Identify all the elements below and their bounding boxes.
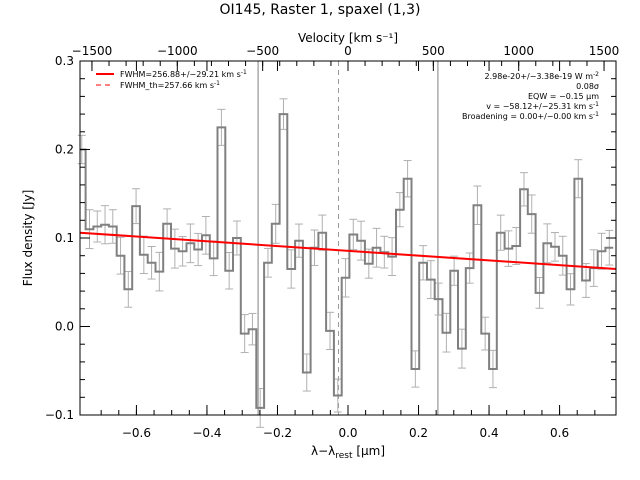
top-x-tick-label: 1500 xyxy=(589,44,620,58)
x-tick-label: −0.4 xyxy=(192,426,221,440)
reference-lines xyxy=(257,61,439,415)
annotation-line: 0.08σ xyxy=(576,82,599,91)
legend-label: FWHM_th=257.66 km s-1 xyxy=(120,80,220,90)
chart-title: OI145, Raster 1, spaxel (1,3) xyxy=(220,2,421,18)
annotation-line: 2.98e-20+/−3.38e-19 W m-2 xyxy=(485,71,600,81)
axes: −0.6 −0.4 −0.2 0.0 0.2 0.4 0.6 −0.1 0.0 0.1 0.2 0.3… xyxy=(45,44,619,440)
data-step-line xyxy=(80,113,614,409)
x-tick-label: 0.6 xyxy=(550,426,569,440)
annotation-line: v = −58.12+/−25.31 km s-1 xyxy=(486,101,599,111)
data-steps xyxy=(80,113,614,409)
annotation-line: Broadening = 0.00+/−0.00 km s-1 xyxy=(462,111,599,121)
x-tick-label: 0.2 xyxy=(409,426,428,440)
top-axis-label: Velocity [km s⁻¹] xyxy=(298,31,398,45)
top-x-tick-label: −1000 xyxy=(157,44,198,58)
top-x-tick-label: 500 xyxy=(422,44,445,58)
y-tick-label: −0.1 xyxy=(45,408,74,422)
y-tick-label: 0.3 xyxy=(55,54,74,68)
x-tick-label: −0.2 xyxy=(263,426,292,440)
fit-curve xyxy=(79,231,617,270)
annotation-line: EQW = −0.15 μm xyxy=(528,92,599,101)
y-tick-label: 0.0 xyxy=(55,320,74,334)
top-x-tick-label: −1500 xyxy=(72,44,113,58)
top-x-tick-label: −500 xyxy=(246,44,279,58)
x-axis-label: λ−λrest [μm] xyxy=(311,444,385,461)
legend-label: FWHM=256.88+/−29.21 km s-1 xyxy=(120,69,247,79)
y-tick-label: 0.1 xyxy=(55,231,74,245)
y-axis-label: Flux density [Jy] xyxy=(21,190,35,287)
x-tick-label: −0.6 xyxy=(122,426,151,440)
fit-line xyxy=(79,231,617,270)
top-x-tick-label: 0 xyxy=(344,44,352,58)
x-tick-label: 0.4 xyxy=(480,426,499,440)
y-tick-label: 0.2 xyxy=(55,143,74,157)
x-tick-label: 0.0 xyxy=(338,426,357,440)
legend: FWHM=256.88+/−29.21 km s-1FWHM_th=257.66… xyxy=(96,69,247,90)
top-x-tick-label: 1000 xyxy=(503,44,534,58)
